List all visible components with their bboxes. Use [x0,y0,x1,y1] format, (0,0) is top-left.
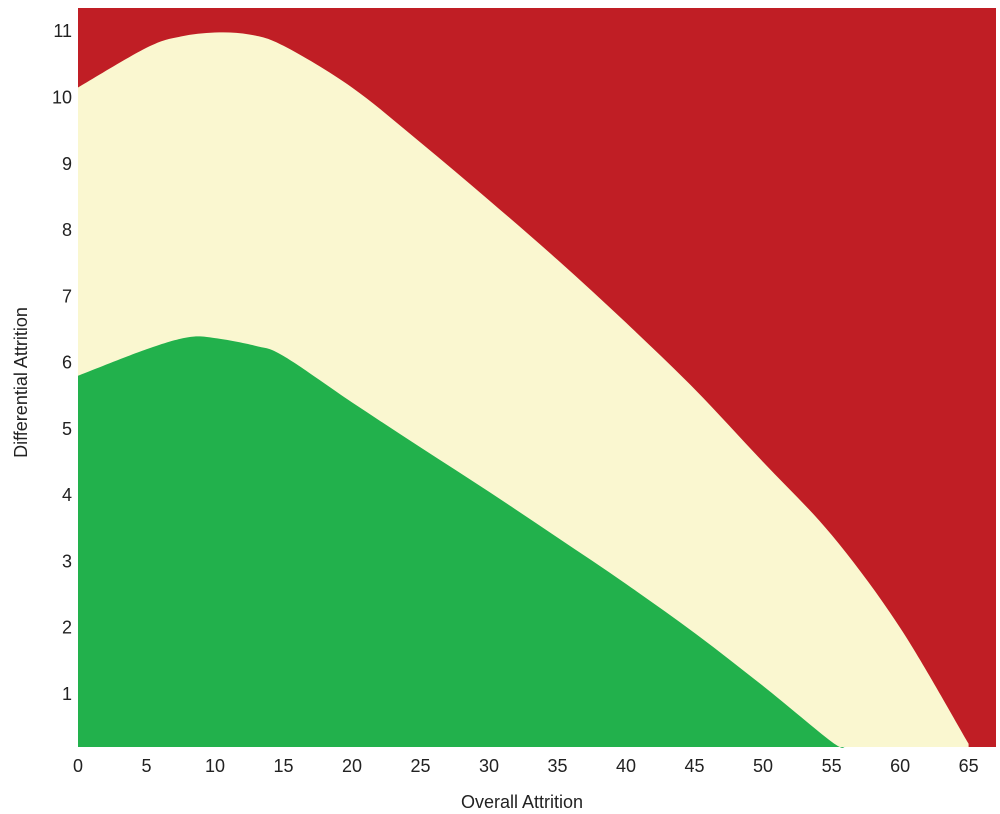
x-tick-label: 35 [548,756,568,776]
x-tick-label: 25 [411,756,431,776]
y-tick-label: 1 [62,684,72,704]
y-tick-label: 3 [62,551,72,571]
y-tick-label: 5 [62,419,72,439]
x-tick-label: 45 [685,756,705,776]
y-axis-label: Differential Attrition [11,307,31,458]
x-tick-label: 0 [73,756,83,776]
x-tick-label: 40 [616,756,636,776]
x-tick-label: 15 [274,756,294,776]
x-tick-label: 50 [753,756,773,776]
x-axis-label: Overall Attrition [461,792,583,812]
y-tick-label: 9 [62,154,72,174]
y-tick-label: 10 [52,87,72,107]
y-tick-label: 2 [62,618,72,638]
y-tick-label: 8 [62,220,72,240]
x-tick-label: 10 [205,756,225,776]
x-tick-label: 20 [342,756,362,776]
y-tick-label: 4 [62,485,72,505]
x-tick-labels: 0 5 10 15 20 25 30 35 40 45 50 55 60 65 [73,756,979,776]
x-tick-label: 5 [141,756,151,776]
x-tick-label: 65 [959,756,979,776]
y-tick-label: 7 [62,286,72,306]
y-tick-label: 6 [62,353,72,373]
y-tick-label: 11 [53,21,72,41]
region-green [78,336,846,748]
regions-layer [78,32,969,748]
x-tick-label: 30 [479,756,499,776]
x-tick-label: 60 [890,756,910,776]
y-tick-labels: 1 2 3 4 5 6 7 8 9 10 11 [52,21,72,704]
x-tick-label: 55 [822,756,842,776]
